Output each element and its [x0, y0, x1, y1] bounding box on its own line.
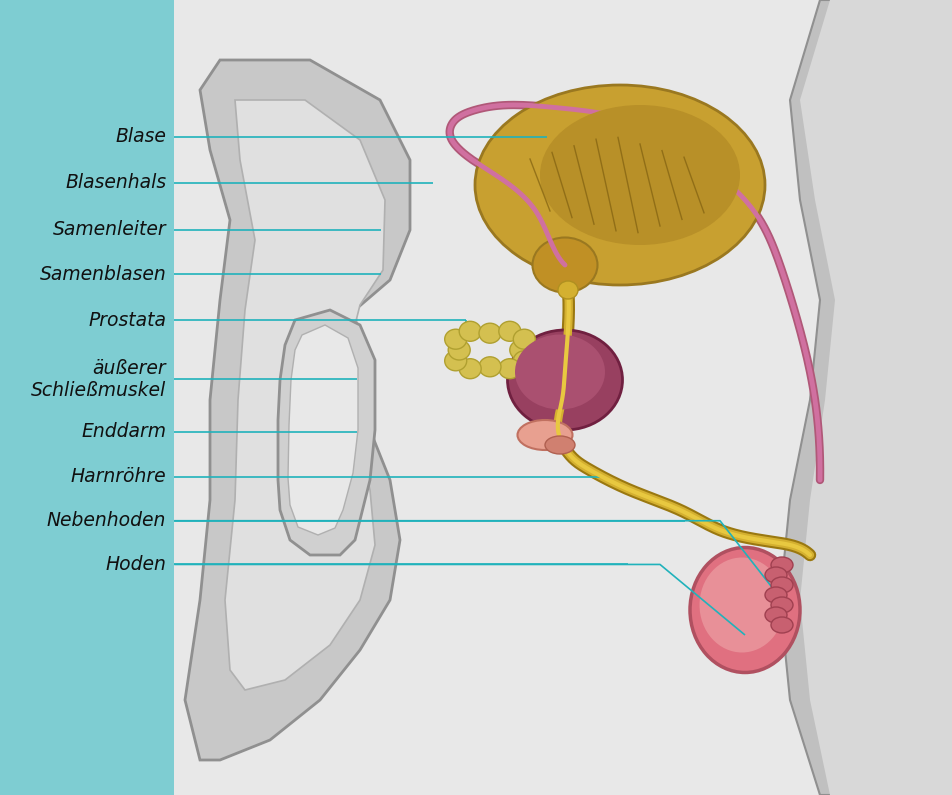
Polygon shape — [174, 0, 952, 795]
Ellipse shape — [479, 357, 501, 377]
Text: Prostata: Prostata — [89, 311, 167, 330]
Ellipse shape — [459, 321, 481, 341]
Ellipse shape — [771, 557, 793, 573]
Text: äußerer
Schließmuskel: äußerer Schließmuskel — [31, 359, 167, 400]
Polygon shape — [185, 60, 410, 760]
Text: Samenleiter: Samenleiter — [52, 220, 167, 239]
Ellipse shape — [448, 340, 470, 360]
Ellipse shape — [445, 351, 466, 370]
Ellipse shape — [771, 577, 793, 593]
Ellipse shape — [765, 607, 787, 623]
Text: Enddarm: Enddarm — [81, 422, 167, 441]
Polygon shape — [288, 325, 358, 535]
Ellipse shape — [700, 557, 784, 653]
Polygon shape — [278, 310, 375, 555]
Bar — [174, 0, 952, 795]
Ellipse shape — [545, 436, 575, 454]
Ellipse shape — [532, 238, 598, 293]
Text: Blase: Blase — [115, 127, 167, 146]
Ellipse shape — [515, 335, 605, 409]
Ellipse shape — [459, 359, 481, 378]
Ellipse shape — [499, 359, 521, 378]
Ellipse shape — [445, 329, 466, 349]
Ellipse shape — [558, 281, 578, 299]
Bar — [0, 0, 174, 795]
Ellipse shape — [513, 329, 535, 349]
Ellipse shape — [499, 321, 521, 341]
Text: Harnröhre: Harnröhre — [70, 467, 167, 487]
Ellipse shape — [765, 587, 787, 603]
Ellipse shape — [479, 324, 501, 343]
Polygon shape — [225, 100, 385, 690]
Ellipse shape — [513, 351, 535, 370]
Ellipse shape — [690, 548, 800, 673]
Ellipse shape — [771, 617, 793, 633]
Ellipse shape — [518, 420, 572, 450]
Polygon shape — [780, 0, 952, 795]
Polygon shape — [800, 0, 952, 795]
Text: Hoden: Hoden — [106, 555, 167, 574]
Text: Blasenhals: Blasenhals — [65, 173, 167, 192]
Text: Samenblasen: Samenblasen — [39, 265, 167, 284]
Ellipse shape — [507, 330, 623, 430]
Ellipse shape — [540, 105, 740, 245]
Ellipse shape — [765, 567, 787, 583]
Ellipse shape — [771, 597, 793, 613]
Ellipse shape — [475, 85, 765, 285]
Ellipse shape — [510, 340, 532, 360]
Text: Nebenhoden: Nebenhoden — [47, 511, 167, 530]
